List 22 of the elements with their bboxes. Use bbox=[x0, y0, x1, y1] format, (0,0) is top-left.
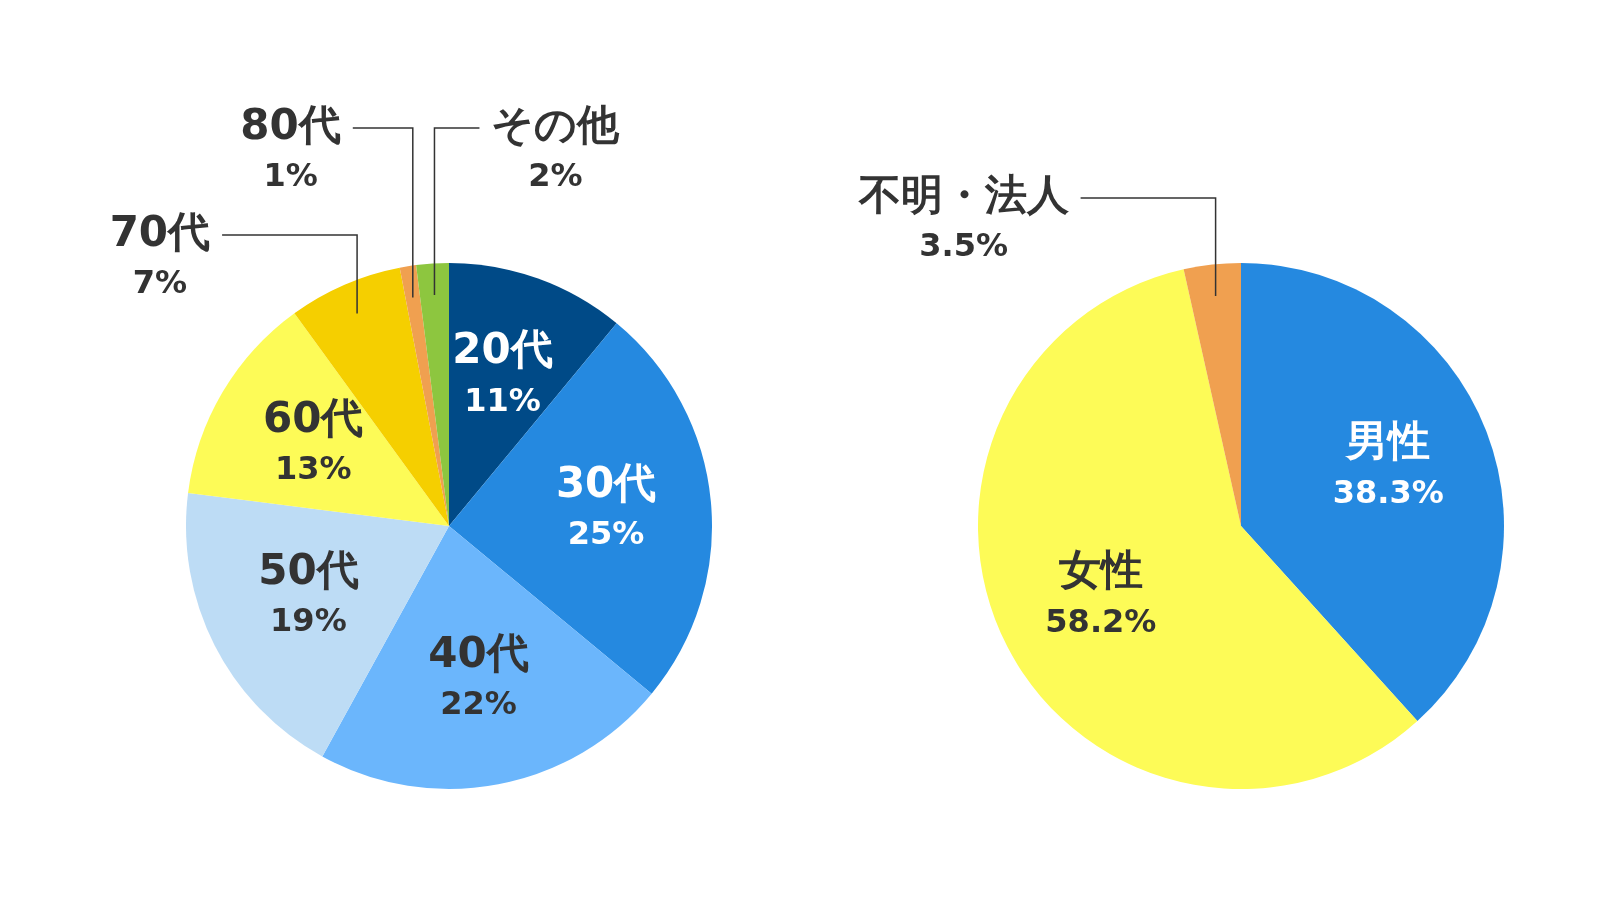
data-label: 11% bbox=[464, 380, 541, 419]
data-label: 58.2% bbox=[1045, 601, 1157, 640]
slice-label: 不明・法人 bbox=[857, 169, 1069, 219]
data-label: 13% bbox=[274, 448, 352, 487]
slice-label: 女性 bbox=[1057, 545, 1143, 595]
slice-label: 70代 bbox=[109, 206, 211, 256]
slice-label: 男性 bbox=[1344, 416, 1431, 466]
data-label: 1% bbox=[263, 156, 318, 195]
data-label: 3.5% bbox=[919, 226, 1008, 265]
slice-label: その他 bbox=[491, 99, 621, 149]
data-label: 25% bbox=[567, 514, 645, 553]
slice-label: 40代 bbox=[428, 627, 529, 677]
data-label: 38.3% bbox=[1332, 472, 1444, 511]
slice-label: 50代 bbox=[258, 544, 359, 594]
slice-label: 20代 bbox=[452, 324, 553, 374]
slice-label: 60代 bbox=[262, 392, 364, 442]
data-label: 2% bbox=[528, 156, 583, 195]
slice-label: 80代 bbox=[240, 99, 341, 149]
data-label: 7% bbox=[132, 263, 188, 302]
data-label: 22% bbox=[440, 684, 517, 723]
data-label: 19% bbox=[270, 600, 347, 639]
slice-label: 30代 bbox=[555, 458, 657, 508]
